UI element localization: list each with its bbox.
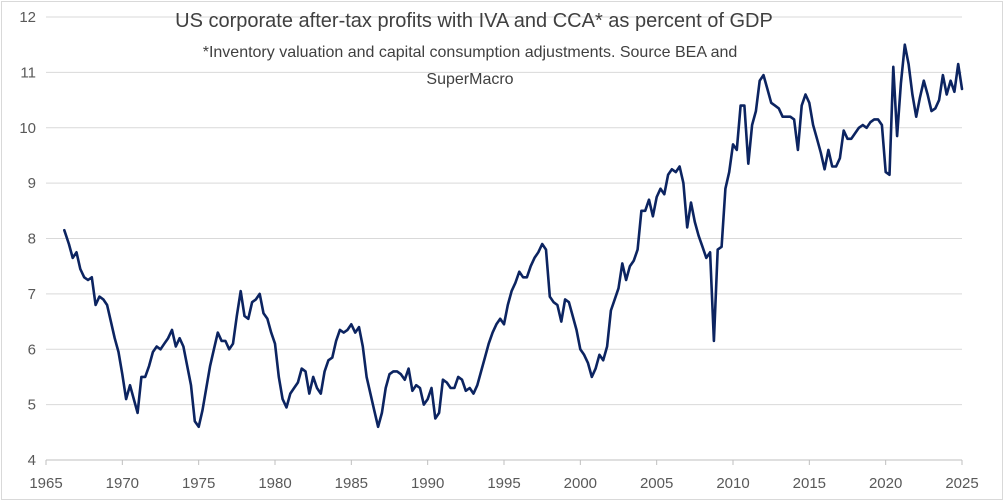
x-tick-label: 1970 (106, 475, 139, 492)
x-tick-label: 2000 (564, 475, 597, 492)
y-axis: 4 5 6 7 8 9 10 11 12 (19, 9, 36, 469)
gridlines (46, 16, 962, 406)
x-tick-label: 2005 (640, 475, 673, 492)
x-tick-label: 1975 (182, 475, 215, 492)
y-tick-label: 11 (20, 64, 36, 81)
y-tick-label: 9 (28, 175, 36, 192)
y-tick-label: 4 (28, 452, 36, 469)
x-tick-label: 2015 (793, 475, 826, 492)
series-line (63, 43, 964, 429)
y-tick-label: 10 (19, 120, 36, 137)
x-tick-label: 2010 (716, 475, 749, 492)
x-tick-label: 1990 (411, 475, 444, 492)
chart-subtitle-line1: *Inventory valuation and capital consump… (203, 44, 738, 61)
x-tick-label: 1995 (487, 475, 520, 492)
plot-area (63, 43, 964, 429)
y-tick-label: 6 (28, 341, 36, 358)
x-tick-label: 2025 (945, 475, 978, 492)
x-tick-label: 2020 (869, 475, 902, 492)
x-tick-label: 1980 (258, 475, 291, 492)
y-tick-label: 5 (28, 397, 36, 414)
x-tick-label: 1965 (29, 475, 62, 492)
x-axis: 1965 1970 1975 1980 1985 1990 1995 2000 2005 2010… (29, 459, 979, 492)
chart-subtitle-line2: SuperMacro (426, 71, 513, 88)
y-tick-label: 8 (28, 231, 36, 248)
x-tick-label: 1985 (335, 475, 368, 492)
chart-title: US corporate after-tax profits with IVA … (175, 10, 773, 32)
y-tick-label: 12 (19, 9, 36, 26)
y-tick-label: 7 (28, 286, 36, 303)
